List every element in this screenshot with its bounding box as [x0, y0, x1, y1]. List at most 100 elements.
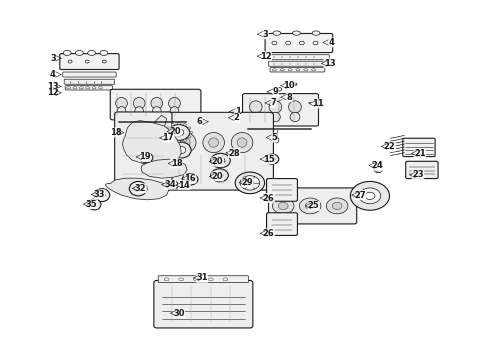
Text: 27: 27: [354, 191, 366, 199]
Ellipse shape: [240, 176, 260, 190]
Text: 20: 20: [212, 157, 223, 166]
Text: 34: 34: [164, 180, 176, 189]
Text: 3: 3: [50, 54, 56, 63]
Text: 30: 30: [173, 309, 185, 318]
Ellipse shape: [290, 112, 300, 122]
Ellipse shape: [288, 69, 292, 71]
Ellipse shape: [187, 177, 194, 182]
Text: 9: 9: [272, 87, 278, 96]
Text: 24: 24: [371, 161, 383, 170]
Text: 7: 7: [270, 99, 276, 108]
Text: 20: 20: [212, 172, 223, 181]
Ellipse shape: [326, 198, 348, 214]
Text: 26: 26: [263, 194, 274, 202]
Text: 20: 20: [170, 127, 181, 136]
Ellipse shape: [269, 101, 282, 113]
Ellipse shape: [129, 181, 147, 196]
Ellipse shape: [299, 198, 321, 214]
Ellipse shape: [164, 278, 169, 281]
Ellipse shape: [280, 69, 284, 71]
Ellipse shape: [179, 278, 184, 281]
Ellipse shape: [291, 83, 297, 86]
Ellipse shape: [85, 60, 89, 63]
Ellipse shape: [73, 87, 77, 89]
Ellipse shape: [188, 127, 191, 129]
Ellipse shape: [313, 41, 318, 45]
Ellipse shape: [293, 31, 300, 35]
Ellipse shape: [296, 69, 300, 71]
Ellipse shape: [286, 41, 291, 45]
Ellipse shape: [88, 199, 101, 210]
Text: 13: 13: [324, 59, 336, 68]
Ellipse shape: [79, 87, 83, 89]
Ellipse shape: [174, 129, 184, 136]
Ellipse shape: [135, 107, 144, 116]
Text: 19: 19: [139, 153, 150, 162]
Ellipse shape: [68, 60, 72, 63]
FancyBboxPatch shape: [269, 61, 327, 66]
Ellipse shape: [265, 154, 279, 164]
Ellipse shape: [299, 41, 304, 45]
Ellipse shape: [273, 31, 281, 35]
Text: 1: 1: [235, 107, 241, 116]
Ellipse shape: [246, 180, 254, 186]
Ellipse shape: [350, 181, 390, 210]
Ellipse shape: [211, 169, 228, 182]
FancyBboxPatch shape: [110, 89, 201, 120]
Ellipse shape: [231, 132, 253, 153]
Ellipse shape: [235, 172, 265, 194]
FancyBboxPatch shape: [163, 112, 273, 190]
Text: 6: 6: [197, 117, 203, 126]
Ellipse shape: [117, 107, 126, 116]
Ellipse shape: [194, 278, 198, 281]
Ellipse shape: [216, 157, 225, 164]
Ellipse shape: [174, 132, 196, 153]
Text: 35: 35: [86, 199, 98, 209]
Text: 4: 4: [328, 38, 334, 47]
Text: 14: 14: [178, 181, 190, 189]
Ellipse shape: [177, 122, 180, 125]
Ellipse shape: [172, 139, 174, 141]
Ellipse shape: [208, 278, 213, 281]
Ellipse shape: [288, 94, 295, 97]
FancyBboxPatch shape: [60, 54, 119, 69]
FancyBboxPatch shape: [115, 112, 172, 186]
Ellipse shape: [143, 156, 149, 160]
Polygon shape: [122, 121, 181, 166]
Ellipse shape: [359, 188, 381, 204]
Ellipse shape: [170, 107, 179, 116]
Ellipse shape: [276, 99, 282, 103]
FancyBboxPatch shape: [64, 79, 115, 84]
Text: 11: 11: [312, 99, 323, 108]
Text: 33: 33: [94, 190, 105, 199]
Ellipse shape: [88, 50, 96, 55]
Text: 18: 18: [110, 128, 122, 137]
Ellipse shape: [289, 101, 301, 113]
FancyBboxPatch shape: [269, 188, 357, 224]
Polygon shape: [105, 178, 169, 200]
Ellipse shape: [182, 174, 198, 185]
Text: 28: 28: [228, 149, 240, 158]
Ellipse shape: [94, 189, 110, 202]
Ellipse shape: [134, 185, 142, 192]
Ellipse shape: [290, 94, 293, 96]
Ellipse shape: [172, 123, 174, 126]
Text: 25: 25: [308, 202, 319, 210]
Ellipse shape: [305, 202, 315, 210]
FancyBboxPatch shape: [158, 276, 248, 283]
Ellipse shape: [177, 147, 186, 154]
Ellipse shape: [165, 131, 168, 134]
Ellipse shape: [167, 127, 170, 129]
Ellipse shape: [317, 100, 322, 103]
Ellipse shape: [102, 60, 106, 63]
Ellipse shape: [332, 202, 342, 210]
Text: 21: 21: [414, 149, 426, 158]
FancyBboxPatch shape: [65, 86, 113, 90]
Ellipse shape: [98, 192, 105, 198]
Ellipse shape: [180, 138, 190, 147]
Ellipse shape: [167, 136, 170, 138]
Ellipse shape: [169, 98, 180, 109]
FancyBboxPatch shape: [265, 33, 333, 53]
Text: 23: 23: [412, 171, 424, 180]
Ellipse shape: [216, 172, 223, 178]
